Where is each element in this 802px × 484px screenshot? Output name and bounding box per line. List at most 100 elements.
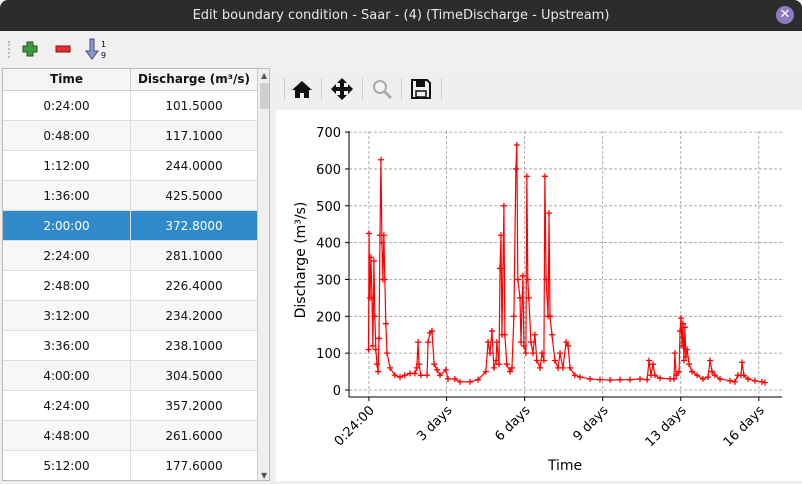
vertical-scrollbar[interactable]: ▲ ▼ [257, 69, 269, 480]
data-point-marker [541, 173, 548, 180]
data-point-marker [425, 339, 432, 346]
scroll-down-icon[interactable]: ▼ [261, 471, 268, 480]
column-header-discharge[interactable]: Discharge (m³/s) [130, 69, 257, 91]
data-point-marker [688, 368, 695, 375]
data-point-marker [517, 339, 524, 346]
data-point-marker [684, 346, 691, 353]
home-button[interactable] [288, 76, 316, 102]
data-point-marker [375, 368, 382, 375]
data-point-marker [699, 375, 706, 382]
data-point-marker [376, 335, 383, 342]
data-point-marker [382, 320, 389, 327]
table-row[interactable]: 5:12:00 177.6000 [3, 451, 257, 480]
toolbar-grip[interactable] [8, 41, 11, 58]
data-point-marker [424, 372, 431, 379]
data-point-marker [708, 368, 715, 375]
data-point-marker [727, 377, 734, 384]
data-point-marker [670, 375, 677, 382]
discharge-cell[interactable]: 234.2000 [130, 301, 257, 331]
add-row-button[interactable] [18, 37, 42, 61]
table-row[interactable]: 4:24:00 357.2000 [3, 391, 257, 421]
table-row[interactable]: 2:48:00 226.4000 [3, 271, 257, 301]
data-point-marker [644, 376, 651, 383]
column-header-time[interactable]: Time [50, 72, 83, 86]
data-point-marker [676, 368, 683, 375]
home-icon [292, 81, 312, 98]
time-cell[interactable]: 3:12:00 [43, 309, 90, 323]
data-point-marker [617, 376, 624, 383]
time-cell[interactable]: 3:36:00 [43, 339, 90, 353]
zoom-button[interactable] [368, 76, 396, 102]
discharge-cell[interactable]: 261.6000 [130, 421, 257, 451]
time-cell[interactable]: 4:48:00 [43, 429, 90, 443]
y-tick-label: 600 [316, 163, 341, 178]
data-point-marker [496, 361, 503, 368]
data-point-marker [365, 346, 372, 353]
time-cell[interactable]: 4:24:00 [43, 399, 90, 413]
data-point-marker [587, 375, 594, 382]
time-cell[interactable]: 2:24:00 [43, 249, 90, 263]
data-point-marker [514, 276, 521, 283]
data-point-marker [540, 357, 547, 364]
discharge-cell[interactable]: 101.5000 [130, 91, 257, 121]
time-cell[interactable]: 1:36:00 [43, 189, 90, 203]
data-point-marker [416, 361, 423, 368]
discharge-cell[interactable]: 304.5000 [130, 361, 257, 391]
time-cell[interactable]: 1:12:00 [43, 159, 90, 173]
data-point-marker [371, 313, 378, 320]
table-row[interactable]: 0:48:00 117.1000 [3, 121, 257, 151]
data-point-marker [559, 364, 566, 371]
close-button[interactable]: ✕ [776, 6, 794, 24]
save-icon [411, 79, 431, 99]
data-point-marker [533, 357, 540, 364]
data-point-marker [434, 366, 441, 373]
discharge-cell[interactable]: 238.1000 [130, 331, 257, 361]
time-cell[interactable]: 2:48:00 [43, 279, 90, 293]
table-row[interactable]: 4:48:00 261.6000 [3, 421, 257, 451]
discharge-cell[interactable]: 425.5000 [130, 181, 257, 211]
table-row[interactable]: 4:00:00 304.5000 [3, 361, 257, 391]
plot-canvas[interactable]: 0 100 200 300 400 500 600 700 0:24:00 3 days 6 day… [276, 110, 802, 481]
data-point-marker [711, 372, 718, 379]
time-cell[interactable]: 0:48:00 [43, 129, 90, 143]
discharge-cell[interactable]: 117.1000 [130, 121, 257, 151]
table-row[interactable]: 3:12:00 234.2000 [3, 301, 257, 331]
x-tick-label: 6 days [492, 403, 533, 444]
pan-icon [331, 78, 353, 100]
data-point-marker [637, 375, 644, 382]
table-row[interactable]: 0:24:00 101.5000 [3, 91, 257, 121]
pan-button[interactable] [328, 76, 356, 102]
data-point-marker [445, 375, 452, 382]
discharge-cell[interactable]: 357.2000 [130, 391, 257, 421]
remove-row-button[interactable] [51, 37, 75, 61]
scroll-up-icon[interactable]: ▲ [261, 71, 268, 80]
discharge-cell[interactable]: 244.0000 [130, 151, 257, 181]
discharge-cell[interactable]: 372.8000 [130, 211, 257, 241]
data-point-marker [681, 324, 688, 331]
time-cell[interactable]: 0:24:00 [43, 99, 90, 113]
scrollbar-thumb[interactable] [260, 83, 269, 109]
save-button[interactable] [407, 76, 435, 102]
data-point-marker [503, 361, 510, 368]
remove-row-icon [55, 45, 71, 53]
time-cell[interactable]: 4:00:00 [43, 369, 90, 383]
data-point-marker [510, 313, 517, 320]
table-row[interactable]: 3:36:00 238.1000 [3, 331, 257, 361]
time-cell[interactable]: 2:00:00 [43, 219, 90, 233]
data-point-marker [436, 372, 443, 379]
discharge-cell[interactable]: 281.1000 [130, 241, 257, 271]
discharge-table: Time Discharge (m³/s) 0:24:00 101.5000 0:4… [2, 68, 270, 481]
time-cell[interactable]: 5:12:00 [43, 459, 90, 473]
discharge-cell[interactable]: 177.6000 [130, 451, 257, 480]
title-bar: Edit boundary condition - Saar - (4) (Ti… [0, 0, 802, 31]
data-point-marker [512, 165, 519, 172]
discharge-cell[interactable]: 226.4000 [130, 271, 257, 301]
table-row[interactable]: 2:24:00 281.1000 [3, 241, 257, 271]
data-point-marker [551, 357, 558, 364]
table-row[interactable]: 2:00:00 372.8000 [3, 211, 257, 241]
discharge-chart: 0 100 200 300 400 500 600 700 0:24:00 3 days 6 day… [293, 126, 782, 474]
data-point-marker [538, 350, 545, 357]
table-row[interactable]: 1:36:00 425.5000 [3, 181, 257, 211]
table-row[interactable]: 1:12:00 244.0000 [3, 151, 257, 181]
